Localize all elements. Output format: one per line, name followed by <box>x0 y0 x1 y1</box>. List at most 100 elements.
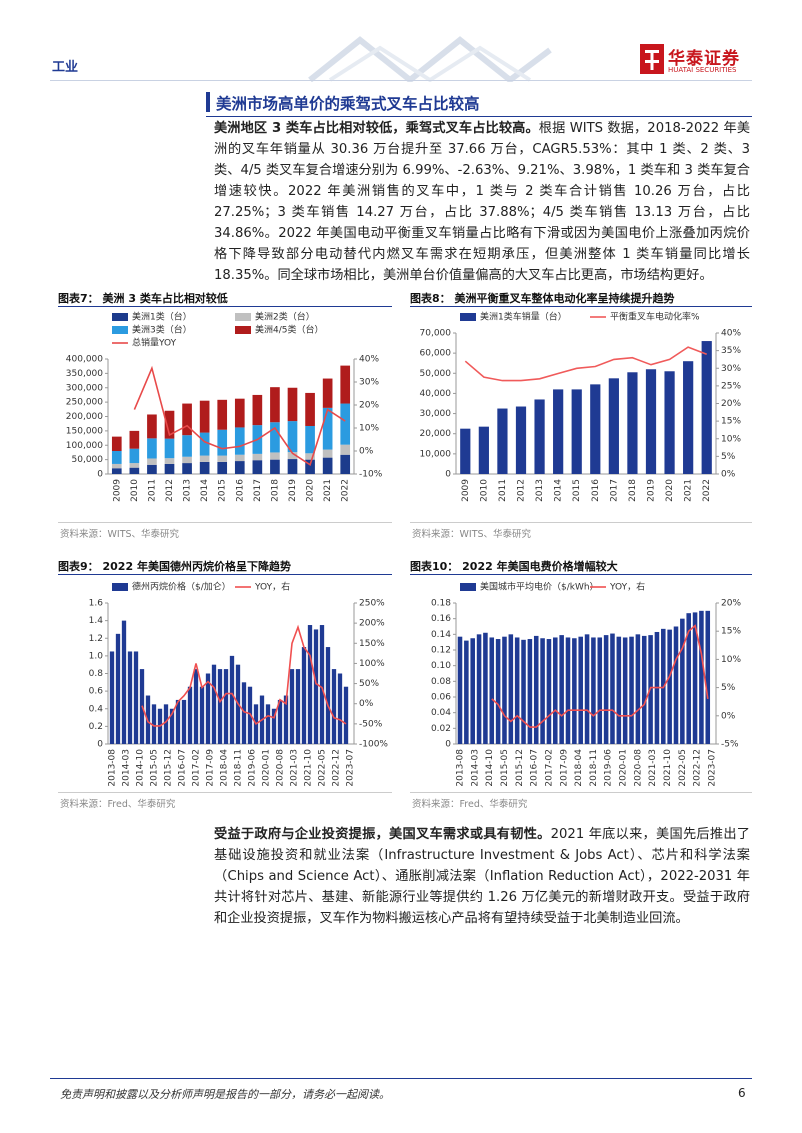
x-tick-label: 2015-05 <box>150 749 160 787</box>
figure-caption: 2022 年美国德州丙烷价格呈下降趋势 <box>102 560 291 573</box>
x-tick-label: 2021 <box>323 479 333 502</box>
bar <box>497 408 508 474</box>
bar <box>701 341 712 474</box>
figure-rule <box>58 306 392 307</box>
legend-swatch <box>460 583 476 591</box>
x-tick-label: 2019-06 <box>604 749 614 787</box>
y2-tick-label: 200% <box>359 619 385 629</box>
bar <box>608 378 619 474</box>
y-tick-label: 1.2 <box>89 634 103 644</box>
section-title: 美洲市场高单价的乘驾式叉车占比较高 <box>216 95 480 113</box>
bar <box>182 403 192 436</box>
bar <box>533 635 539 744</box>
bar <box>129 430 140 449</box>
bar <box>470 638 475 744</box>
bar <box>680 618 685 744</box>
bar <box>343 686 349 744</box>
bar <box>127 651 133 744</box>
y2-tick-label: 0% <box>721 711 736 721</box>
bar <box>571 389 582 474</box>
bar <box>337 673 343 744</box>
bar <box>182 456 192 464</box>
bar <box>287 452 298 460</box>
bar <box>692 612 698 744</box>
y2-tick-label: 0% <box>359 447 374 457</box>
bar <box>629 636 634 744</box>
x-tick-label: 2012 <box>517 479 527 502</box>
source-rule <box>58 792 392 793</box>
figure-title: 图表7： 美洲 3 类车占比相对较低 <box>58 290 228 306</box>
bar <box>641 635 647 744</box>
y-tick-label: 70,000 <box>420 329 452 339</box>
bar <box>270 459 280 474</box>
x-tick-label: 2021-03 <box>648 749 658 787</box>
legend-swatch <box>112 326 128 334</box>
x-tick-label: 2021-10 <box>304 749 314 787</box>
logo-line <box>645 60 659 63</box>
y-tick-label: 60,000 <box>420 349 452 359</box>
bar <box>699 610 704 744</box>
figure-title: 图表10： 2022 年美国电费价格增幅较大 <box>410 558 618 574</box>
y2-tick-label: 100% <box>359 659 385 669</box>
bar <box>283 695 289 744</box>
bar <box>307 625 313 744</box>
y-tick-label: 250,000 <box>66 398 103 408</box>
x-tick-label: 2014 <box>200 479 210 502</box>
x-tick-label: 2022-05 <box>318 749 328 787</box>
figure-caption: 2022 年美国电费价格增幅较大 <box>462 560 618 573</box>
x-tick-label: 2014-03 <box>122 749 132 787</box>
logo-icon <box>640 44 664 74</box>
bar <box>603 635 609 744</box>
bar <box>217 429 228 456</box>
x-tick-label: 2020 <box>665 479 675 502</box>
legend-swatch <box>112 313 128 321</box>
y2-tick-label: 250% <box>359 599 385 609</box>
bar <box>476 634 482 744</box>
paragraph: 美洲地区 3 类车占比相对较低，乘驾式叉车占比较高。根据 WITS 数据，201… <box>214 118 750 286</box>
figure-title: 图表8： 美洲平衡重叉车整体电动化率呈持续提升趋势 <box>410 290 675 306</box>
y-tick-label: 1.0 <box>89 651 104 661</box>
x-tick-label: 2011 <box>147 479 157 502</box>
y2-tick-label: 10% <box>359 424 379 434</box>
y2-tick-label: 0% <box>359 699 374 709</box>
bar <box>565 637 571 744</box>
legend-swatch <box>235 326 251 334</box>
chart: 0 0.2 0.4 0.6 0.8 1.0 1.2 1.4 1.6 -100% -50% 0% 50% 1… <box>89 581 389 787</box>
y-tick-label: 0.04 <box>431 708 451 718</box>
x-tick-label: 2018-11 <box>234 749 244 787</box>
x-tick-label: 2009 <box>461 479 471 502</box>
legend-label: 美洲1类（台） <box>132 311 192 323</box>
y-tick-label: 10,000 <box>420 449 452 459</box>
bar <box>616 636 622 744</box>
logo: 华泰证券 <box>668 49 740 69</box>
y-tick-label: 0 <box>445 470 451 480</box>
x-tick-label: 2013 <box>183 479 193 502</box>
y-tick-label: 0.02 <box>431 724 451 734</box>
bar <box>265 704 271 744</box>
y2-tick-label: -5% <box>721 740 739 750</box>
x-tick-label: 2018-11 <box>589 749 599 787</box>
x-tick-label: 2017 <box>609 479 619 502</box>
x-tick-label: 2023-07 <box>346 749 356 787</box>
logo-en: HUATAI SECURITIES <box>668 66 737 74</box>
bar <box>305 392 315 426</box>
source: 资料来源：Fred、华泰研究 <box>412 799 528 810</box>
y2-tick-label: -50% <box>359 719 383 729</box>
bar <box>193 669 199 744</box>
y-tick-label: 0.10 <box>431 661 451 671</box>
header-rule <box>50 80 752 81</box>
source-rule <box>410 792 752 793</box>
bar <box>277 699 283 744</box>
figure-label: 图表10： <box>410 560 459 573</box>
x-tick-label: 2022 <box>341 479 351 502</box>
sector: 工业 <box>52 60 79 75</box>
bar <box>181 699 187 744</box>
y-tick-label: 40,000 <box>420 389 452 399</box>
bar <box>340 454 351 474</box>
bar <box>169 708 175 744</box>
figure-title: 图表9： 2022 年美国德州丙烷价格呈下降趋势 <box>58 558 291 574</box>
line-series <box>141 624 347 727</box>
bar <box>164 463 175 474</box>
source-rule <box>410 522 752 523</box>
